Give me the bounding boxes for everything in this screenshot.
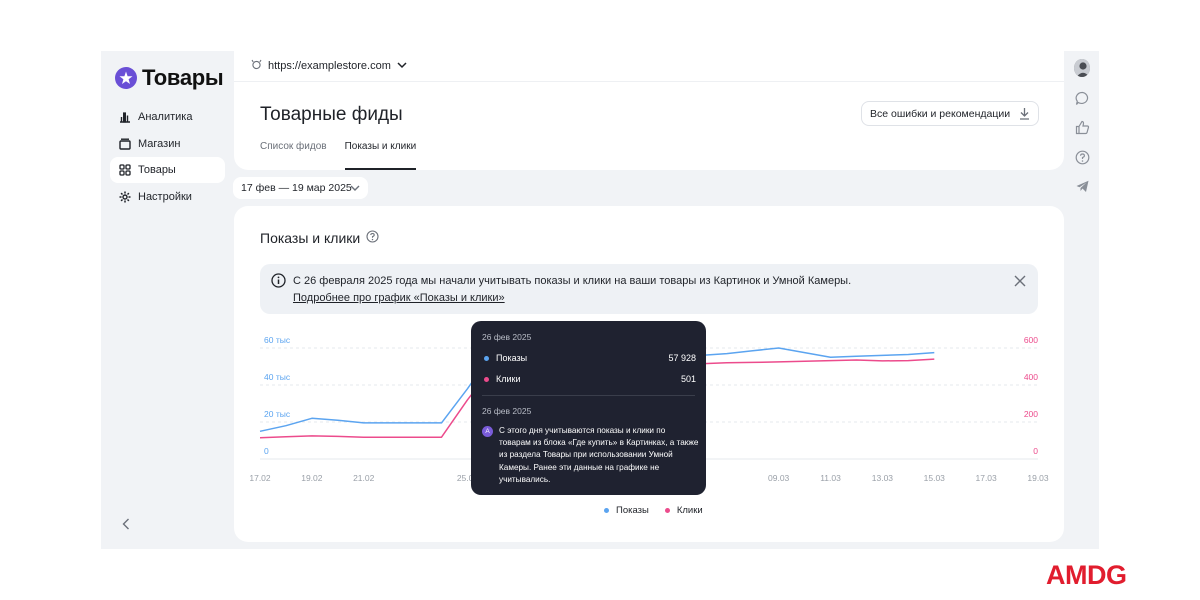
banner-learn-more-link[interactable]: Подробнее про график «Показы и клики» [293, 292, 505, 304]
annotation-badge: A [482, 426, 493, 437]
download-icon [1019, 107, 1030, 123]
x-tick-label: 09.03 [768, 473, 790, 483]
y-left-tick-label: 0 [264, 446, 269, 456]
app-window: Товары Аналитика Магазин Товары [101, 51, 1099, 549]
tooltip-divider [482, 395, 695, 396]
tooltip-note-date: 26 фев 2025 [482, 406, 532, 416]
thumbs-up-icon[interactable] [1074, 119, 1090, 135]
tooltip-row-label: Клики [496, 374, 521, 384]
errors-button-label: Все ошибки и рекомендации [870, 107, 1011, 120]
store-icon [118, 137, 132, 151]
send-icon[interactable] [1074, 178, 1090, 194]
info-icon [271, 273, 286, 293]
x-tick-label: 25.02 [457, 473, 479, 483]
sidebar-item-label: Настройки [138, 190, 192, 203]
x-tick-label: 17.03 [975, 473, 997, 483]
x-tick-label: 17.02 [249, 473, 271, 483]
tab-feed-list[interactable]: Список фидов [260, 141, 327, 152]
sidebar-item-label: Аналитика [138, 111, 193, 123]
site-favicon-icon [251, 59, 262, 73]
page-header: https://examplestore.com Товарные фиды В… [234, 51, 1064, 170]
chart-legend: Показы Клики [604, 505, 719, 516]
tooltip-row-clicks: Клики 501 [484, 374, 696, 384]
legend-dot [664, 508, 670, 513]
legend-item-clicks[interactable]: Клики [664, 505, 703, 516]
sidebar-item-analytics[interactable]: Аналитика [110, 104, 225, 130]
gear-icon [118, 190, 132, 204]
x-tick-label: 19.03 [1027, 473, 1049, 483]
help-circle-icon[interactable] [1074, 149, 1090, 165]
section-title: Показы и клики [260, 230, 379, 246]
y-right-tick-label: 200 [1024, 409, 1038, 419]
sidebar-item-settings[interactable]: Настройки [110, 184, 225, 210]
app-title: Товары [142, 65, 224, 90]
section-title-text: Показы и клики [260, 230, 361, 246]
sidebar-item-products[interactable]: Товары [110, 157, 225, 183]
tooltip-dot [484, 376, 489, 382]
help-icon[interactable] [366, 230, 379, 246]
collapse-sidebar-button[interactable] [120, 517, 132, 531]
y-right-tick-label: 600 [1024, 335, 1038, 345]
chart-card: Показы и клики С 26 февраля 2025 года мы… [234, 206, 1064, 542]
legend-item-impressions[interactable]: Показы [604, 505, 649, 516]
errors-recommendations-button[interactable]: Все ошибки и рекомендации [861, 101, 1039, 126]
site-url: https://examplestore.com [268, 60, 391, 72]
sidebar-item-label: Товары [138, 164, 176, 176]
chart-tooltip: 26 фев 2025 Показы 57 928 Клики 501 26 ф… [471, 321, 706, 495]
tooltip-note: С этого дня учитываются показы и клики п… [499, 426, 699, 484]
tabs: Список фидов Показы и клики [260, 141, 434, 170]
tooltip-row-impressions: Показы 57 928 [484, 353, 696, 363]
y-left-tick-label: 60 тыс [264, 335, 291, 345]
date-range-selector[interactable]: 17 фев — 19 мар 2025 [233, 177, 368, 199]
banner-text: С 26 февраля 2025 года мы начали учитыва… [293, 275, 852, 287]
y-left-tick-label: 20 тыс [264, 409, 291, 419]
x-tick-label: 11.03 [820, 473, 841, 483]
divider [234, 81, 1064, 82]
x-tick-label: 21.02 [353, 473, 375, 483]
site-selector[interactable]: https://examplestore.com [251, 59, 407, 73]
chevron-down-icon [397, 60, 407, 72]
legend-dot [604, 508, 609, 513]
sidebar-nav: Аналитика Магазин Товары Настройки [110, 104, 225, 210]
legend-label: Показы [616, 505, 649, 516]
tooltip-row-value: 57 928 [668, 353, 696, 363]
y-left-tick-label: 40 тыс [264, 372, 291, 382]
legend-label: Клики [676, 505, 703, 516]
date-range-label: 17 фев — 19 мар 2025 [241, 182, 352, 194]
star-logo-icon [115, 67, 137, 89]
chat-icon[interactable] [1074, 90, 1090, 106]
sidebar: Товары Аналитика Магазин Товары [101, 51, 231, 549]
avatar [1074, 59, 1090, 77]
user-avatar-button[interactable] [1074, 59, 1090, 77]
chevron-left-icon [122, 518, 129, 530]
x-tick-label: 13.03 [872, 473, 894, 483]
sidebar-item-store[interactable]: Магазин [110, 131, 225, 157]
tooltip-row-label: Показы [496, 353, 528, 363]
chevron-down-icon [350, 183, 360, 195]
y-right-tick-label: 400 [1024, 372, 1038, 382]
y-right-tick-label: 0 [1033, 446, 1038, 456]
watermark-logo: AMDG [1046, 560, 1127, 590]
tooltip-dot [484, 355, 489, 361]
sidebar-item-label: Магазин [138, 137, 181, 150]
x-tick-label: 19.02 [301, 473, 323, 483]
grid-icon [118, 163, 132, 177]
tab-impressions-clicks[interactable]: Показы и клики [344, 141, 416, 170]
tooltip-row-value: 501 [680, 374, 696, 384]
close-icon[interactable] [1014, 274, 1026, 292]
page-title: Товарные фиды [260, 104, 403, 125]
x-tick-label: 15.03 [924, 473, 946, 483]
tooltip-date: 26 фев 2025 [482, 332, 532, 342]
app-logo[interactable]: Товары [115, 65, 224, 91]
bar-chart-icon [118, 110, 132, 124]
right-rail [1064, 51, 1099, 549]
info-banner: С 26 февраля 2025 года мы начали учитыва… [260, 264, 1038, 314]
